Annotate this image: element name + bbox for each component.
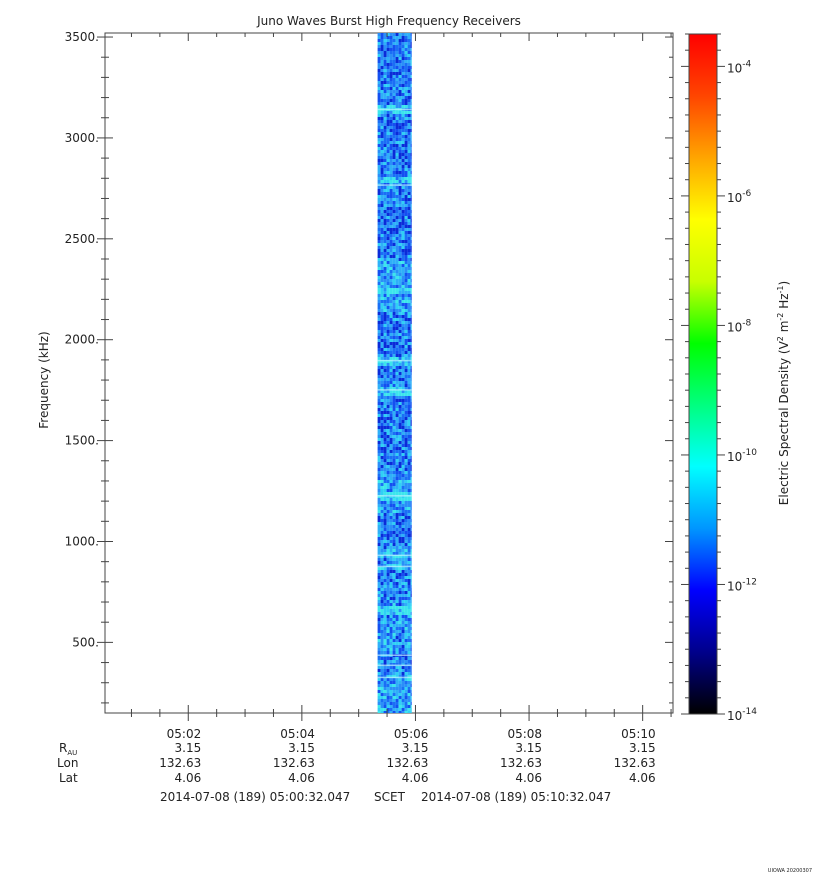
ephemeris-lon-value: 132.63 — [159, 756, 201, 770]
colorbar-label: Electric Spectral Density (V2 m-2 Hz-1) — [776, 281, 791, 505]
colorbar-tick-label: 10-8 — [727, 318, 752, 334]
r-au-sub: AU — [67, 749, 77, 757]
ephemeris-lat-value: 4.06 — [175, 771, 202, 785]
ephemeris-r-au-value: 3.15 — [629, 741, 656, 755]
colorbar-tick-label: 10-10 — [727, 448, 757, 464]
x-tick-label: 05:10 — [621, 727, 656, 741]
ephemeris-lat-value: 4.06 — [515, 771, 542, 785]
lon-label: Lon — [57, 756, 78, 770]
y-tick-label: 1000. — [65, 534, 99, 548]
y-tick-label: 3000. — [65, 131, 99, 145]
x-tick-label: 05:02 — [167, 727, 202, 741]
spectral-band — [377, 676, 412, 679]
x-axis: 05:02 05:04 05:06 05:08 05:10 — [130, 33, 672, 741]
spectral-band — [377, 184, 412, 186]
colorbar-tick-label: 10-14 — [727, 707, 757, 723]
y-tick-label: 2000. — [65, 333, 99, 347]
ephemeris-r-au-value: 3.15 — [175, 741, 202, 755]
x-tick-label: 05:08 — [507, 727, 542, 741]
spectral-band — [377, 108, 412, 111]
ephemeris-lat-value: 4.06 — [402, 771, 429, 785]
colorbar-tick-label: 10-12 — [727, 577, 757, 593]
colorbar-tick-label: 10-4 — [727, 59, 752, 75]
ephemeris-lon-value: 132.63 — [500, 756, 542, 770]
time-scet: SCET — [374, 790, 406, 804]
ephemeris-r-au-value: 3.15 — [402, 741, 429, 755]
x-tick-label: 05:06 — [394, 727, 429, 741]
y-tick-label: 2500. — [65, 232, 99, 246]
r-au-label: RAU — [59, 741, 77, 757]
ephemeris-lon-value: 132.63 — [273, 756, 315, 770]
credit-stamp: UIOWA 20200307 — [768, 868, 812, 874]
y-axis-label: Frequency (kHz) — [37, 331, 51, 428]
r-au-main: R — [59, 741, 67, 755]
spectral-band — [377, 654, 412, 656]
ephemeris-r-au-value: 3.15 — [288, 741, 315, 755]
y-tick-label: 3500. — [65, 30, 99, 44]
ephemeris-lon-value: 132.63 — [614, 756, 656, 770]
x-tick-label: 05:04 — [280, 727, 315, 741]
lat-label: Lat — [59, 771, 78, 785]
y-tick-label: 1500. — [65, 434, 99, 448]
spectral-band — [377, 359, 412, 362]
spectrogram-data-block — [377, 33, 412, 713]
colorbar-tick-label: 10-6 — [727, 189, 752, 205]
spectral-band — [377, 495, 412, 497]
ephemeris-r-au-value: 3.15 — [515, 741, 542, 755]
time-start: 2014-07-08 (189) 05:00:32.047 — [160, 790, 350, 804]
ephemeris-lat-value: 4.06 — [629, 771, 656, 785]
spectral-band — [377, 554, 412, 557]
y-axis: 500. 1000. 1500. 2000. 2500. 3000. 3500. — [65, 30, 673, 704]
spectral-band — [377, 565, 412, 568]
y-tick-label: 500. — [72, 635, 99, 649]
spectral-band — [377, 389, 412, 391]
ephemeris-lat-value: 4.06 — [288, 771, 315, 785]
time-end: 2014-07-08 (189) 05:10:32.047 — [421, 790, 611, 804]
spectral-band — [377, 664, 412, 667]
colorbar-ticks: 10-14 10-12 10-10 10-8 10-6 10-4 — [681, 33, 757, 723]
chart-title: Juno Waves Burst High Frequency Receiver… — [256, 14, 521, 28]
ephemeris-lon-value: 132.63 — [386, 756, 428, 770]
colorbar — [688, 33, 718, 715]
